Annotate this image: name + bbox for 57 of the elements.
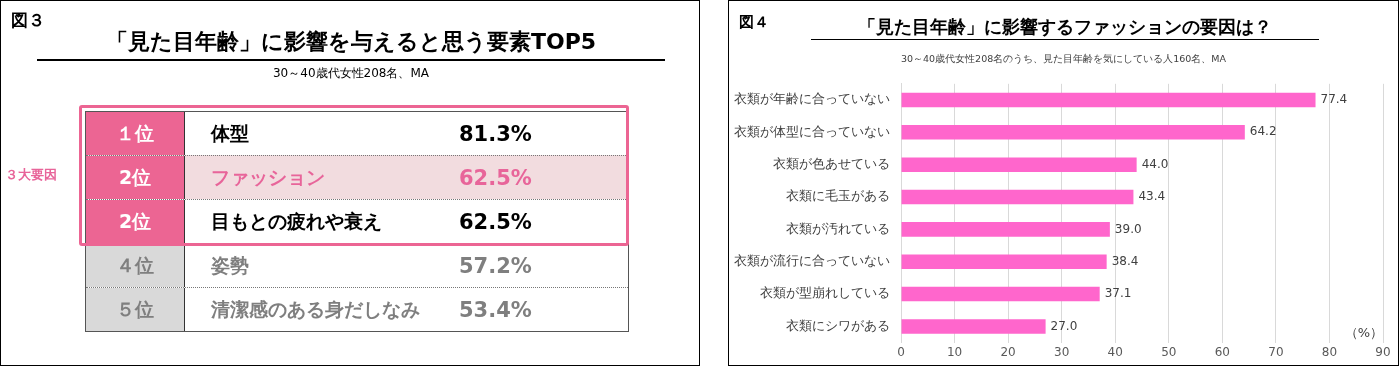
text: 2位 bbox=[86, 156, 185, 199]
bar bbox=[901, 92, 1316, 108]
x-tick-label: 70 bbox=[1268, 344, 1284, 359]
y-tick-label: 衣類が型崩れしている bbox=[760, 285, 890, 301]
text: 2位 bbox=[86, 200, 185, 243]
bar bbox=[901, 254, 1107, 269]
caption: 図３ bbox=[11, 9, 45, 32]
text: 53.4% bbox=[459, 297, 532, 322]
bar bbox=[901, 157, 1137, 172]
x-tick-label: 0 bbox=[897, 344, 905, 359]
bar bbox=[901, 319, 1046, 334]
bar bbox=[901, 125, 1245, 140]
category-label: 目もとの疲れや衰え bbox=[210, 208, 383, 234]
chart-subtitle: 30～40歳代女性208名のうち、見た目年齢を気にしている人160名、MA bbox=[899, 53, 1228, 66]
category-label: 体型 bbox=[209, 120, 250, 146]
x-tick-label: 80 bbox=[1321, 344, 1338, 359]
text: 62.5% bbox=[459, 165, 532, 190]
text: ４位 bbox=[86, 244, 185, 287]
y-tick-label: 衣類が体型に合っていない bbox=[734, 123, 890, 139]
text: 30～40歳代女性208名、MA bbox=[272, 65, 430, 82]
data-label: 39.0 bbox=[1114, 221, 1142, 236]
data-label: 43.4 bbox=[1138, 189, 1166, 204]
x-tick-label: 60 bbox=[1214, 344, 1230, 359]
category-label: 清潔感のある身だしなみ bbox=[210, 296, 421, 322]
data-label: 44.0 bbox=[1141, 156, 1169, 171]
category-label: ファッション bbox=[210, 164, 326, 190]
x-tick-label: 20 bbox=[1000, 344, 1016, 359]
y-tick-label: 衣類が汚れている bbox=[786, 220, 890, 236]
category-label: 姿勢 bbox=[210, 252, 250, 278]
x-tick-label: 90 bbox=[1375, 344, 1391, 359]
bar bbox=[901, 286, 1100, 302]
data-label: 27.0 bbox=[1050, 318, 1078, 333]
y-tick-label: 衣類にシワがある bbox=[786, 317, 890, 333]
text: ３大要因 bbox=[5, 166, 57, 184]
text: 81.3% bbox=[459, 121, 532, 146]
x-tick-label: 10 bbox=[946, 344, 963, 359]
y-tick-label: 衣類が色あせている bbox=[773, 156, 890, 172]
text: ５位 bbox=[86, 288, 185, 331]
chart-title: 「見た目年齢」に影響するファッションの要因は？ bbox=[811, 15, 1319, 40]
bar bbox=[901, 189, 1134, 205]
x-tick-label: 40 bbox=[1107, 344, 1123, 359]
data-label: 37.1 bbox=[1104, 286, 1132, 301]
x-tick-label: 30 bbox=[1054, 344, 1070, 359]
data-label: 38.4 bbox=[1111, 253, 1139, 268]
text: 「見た目年齢」に影響を与えると思う要素TOP5 bbox=[105, 29, 597, 54]
data-label: 64.2 bbox=[1249, 124, 1277, 139]
y-tick-label: 衣類が流行に合っていない bbox=[734, 253, 890, 269]
x-axis-title: （%） bbox=[1344, 325, 1383, 341]
text: １位 bbox=[86, 112, 185, 155]
caption: 図４ bbox=[739, 13, 769, 32]
x-tick-label: 50 bbox=[1161, 344, 1177, 359]
bar bbox=[901, 222, 1110, 237]
text: 62.5% bbox=[459, 209, 532, 234]
y-tick-label: 衣類に毛玉がある bbox=[786, 188, 890, 204]
text: 57.2% bbox=[459, 253, 532, 278]
data-label: 77.4 bbox=[1320, 92, 1348, 107]
y-tick-label: 衣類が年齢に合っていない bbox=[734, 91, 890, 107]
